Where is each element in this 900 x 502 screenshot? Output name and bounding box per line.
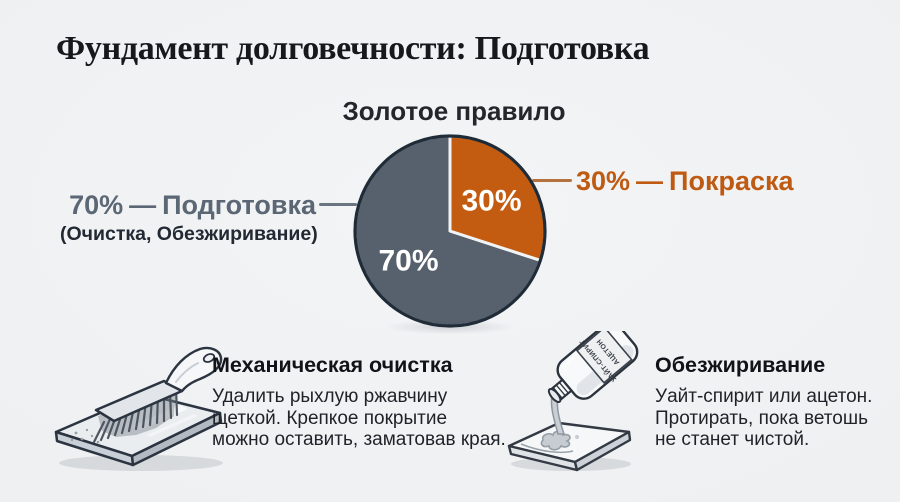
paint-label: Покраска [669,166,794,196]
solvent-bottle-icon: УАЙТ-СПИРИТ АЦЕТОН [507,331,639,472]
section-degrease: Обезжиривание Уайт-спирит или ацетон. Пр… [655,352,900,451]
paint-separator: — [636,166,664,196]
pour-stream [550,394,566,435]
section-mechanical-body: Удалить рыхлую ржавчину щеткой. Крепкое … [212,386,506,450]
pie-slice-value-prep: 70% [378,245,438,278]
plate-shadow [59,455,223,471]
wire-brush-illustration [46,336,228,474]
section-mechanical: Механическая очистка Удалить рыхлую ржав… [212,352,552,451]
pie-slice-labels: 70% 30% [378,184,521,277]
section-mechanical-title: Механическая очистка [212,353,453,377]
prep-label: Подготовка [162,190,316,220]
solvent-drop [575,435,579,439]
page-title: Фундамент долговечности: Подготовка [56,30,650,67]
prep-callout-line [319,203,357,206]
prep-sublabel: (Очистка, Обезжиривание) [60,223,318,245]
prep-callout: 70% — Подготовка (Очистка, Обезжиривание) [60,190,318,246]
wire-brush-icon [54,346,223,471]
bottle: УАЙТ-СПИРИТ АЦЕТОН [547,331,639,404]
prep-separator: — [129,190,157,220]
pie-outline [353,134,547,328]
plate-shine [132,405,188,430]
solvent-bottle-illustration: УАЙТ-СПИРИТ АЦЕТОН [499,331,649,476]
bottle-opening [547,387,562,404]
rust-speckles [70,428,100,444]
paint-callout: 30% — Покраска [576,166,794,197]
handle-hole [202,353,216,363]
pie-shadow [363,317,537,337]
section-degrease-body: Уайт-спирит или ацетон. Протирать, пока … [655,386,873,450]
pie-slice-value-paint: 30% [461,184,521,217]
brush-handle [164,346,223,393]
solvent-puddle [540,430,571,451]
pie-chart: 70% 30% [350,131,550,331]
prep-callout-main: 70% — Подготовка [60,190,316,221]
paint-callout-line [532,179,572,182]
pie-chart-svg: 70% 30% [353,134,547,328]
bottle-label [575,331,633,384]
section-degrease-title: Обезжиривание [655,353,826,377]
paint-percent: 30% [576,166,631,196]
pie-chart-title: Золотое правило [342,96,566,126]
prep-percent: 70% [69,190,124,220]
metal-plate [54,392,223,467]
